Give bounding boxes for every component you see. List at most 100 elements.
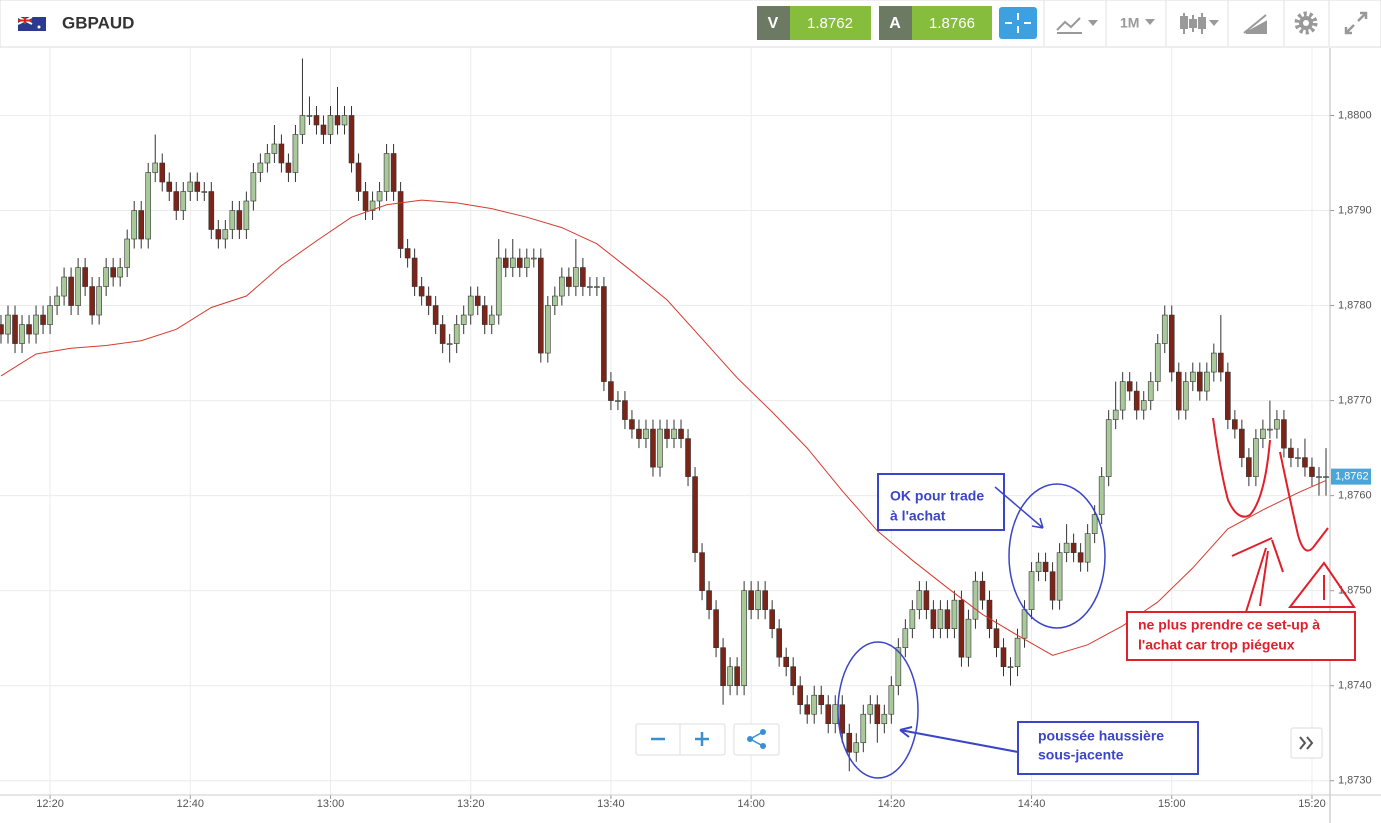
candle-body (1140, 400, 1147, 411)
annotation-box (1126, 611, 1356, 661)
candle-body (1197, 371, 1203, 392)
crosshair-button[interactable] (999, 7, 1037, 39)
candle-body (720, 647, 726, 687)
highlight-ellipse (837, 641, 919, 779)
scroll-end-button[interactable] (1290, 727, 1323, 759)
candle-body (986, 599, 993, 629)
collapse-icon[interactable] (1344, 11, 1368, 35)
draw-icon[interactable] (1243, 14, 1267, 34)
buy-button[interactable] (879, 6, 912, 40)
candle-body (75, 267, 81, 306)
candle-body (650, 428, 656, 468)
dropdown-arrow[interactable] (1145, 19, 1155, 25)
candle-body (453, 324, 460, 344)
candle-body (327, 115, 334, 135)
annotation-arrow (994, 486, 1044, 529)
candle-body (825, 704, 832, 725)
annotation-arrow (899, 726, 1019, 753)
buy-label: A (889, 15, 901, 32)
dropdown-arrow[interactable] (1209, 20, 1219, 26)
candle-body (1021, 609, 1028, 639)
annotation-text: OK pour trade (890, 488, 984, 504)
candle-body (145, 172, 152, 240)
candle-body (292, 134, 299, 173)
candle-body (1168, 314, 1175, 373)
annotation-text: ne plus prendre ce set-up à (1138, 617, 1320, 633)
settings-icon[interactable] (1294, 11, 1318, 35)
y-tick-label: 1,8750 (1338, 585, 1372, 597)
candle-body (383, 153, 390, 192)
candle-body (26, 324, 32, 335)
candle-body (1098, 476, 1105, 515)
candle-icon[interactable] (1180, 13, 1206, 34)
timeframe[interactable]: 1M (1120, 15, 1139, 31)
candle-body (1028, 571, 1035, 610)
candle-body (860, 713, 867, 744)
candle-body (222, 229, 229, 240)
candle-body (699, 552, 705, 591)
candle-body (1295, 457, 1301, 459)
candle-body (804, 704, 811, 715)
sell-button[interactable] (757, 6, 790, 40)
share-icon (747, 729, 766, 749)
candle-body (965, 618, 972, 658)
candle-body (19, 324, 25, 344)
candle-body (299, 115, 306, 135)
candle-body (488, 314, 495, 325)
moving-average-line (0, 199, 1327, 656)
y-tick-label: 1,8740 (1338, 680, 1372, 692)
y-tick-label: 1,8780 (1338, 299, 1372, 311)
x-tick-label: 13:00 (317, 798, 345, 810)
candle-body (1211, 352, 1217, 373)
candle-body (61, 276, 67, 297)
candle-body (580, 267, 586, 287)
candle-body (159, 162, 166, 183)
buy-price: 1.8766 (929, 15, 975, 32)
candle-body (334, 115, 341, 126)
sell-price: 1.8762 (807, 15, 853, 32)
x-tick-label: 13:20 (457, 798, 485, 810)
buy-price-button[interactable] (912, 6, 992, 40)
candle-body (313, 115, 320, 126)
candle-body (82, 267, 88, 287)
candle-body (1204, 371, 1210, 392)
candle-body (1126, 381, 1133, 392)
candle-body (559, 276, 565, 297)
x-tick-label: 12:20 (36, 798, 64, 810)
y-tick-label: 1,8770 (1338, 394, 1372, 406)
candle-body (495, 257, 502, 316)
header: GBPAUD V 1.8762 A 1.8766 1M (0, 0, 1381, 48)
candle-body (1274, 419, 1280, 430)
sell-price-button[interactable] (790, 6, 871, 40)
candle-body (278, 143, 285, 164)
candle-body (944, 609, 951, 629)
hand-drawn-marks (1212, 417, 1356, 613)
candle-body (846, 732, 853, 753)
annotation-text: l'achat car trop piégeux (1138, 637, 1295, 653)
candle-body (601, 286, 607, 382)
symbol: GBPAUD (62, 13, 134, 32)
candle-body (657, 428, 663, 468)
candle-body (243, 200, 250, 230)
candle-body (895, 647, 902, 687)
candle-body (229, 210, 236, 230)
last-price-label: 1,8762 (1335, 471, 1369, 483)
candle-body (201, 191, 208, 193)
chart-type-icon[interactable] (1056, 17, 1082, 34)
candle-body (439, 324, 446, 344)
candle-body (89, 286, 95, 316)
candle-body (103, 267, 109, 287)
candle-body (538, 257, 544, 354)
annotation-text: sous-jacente (1038, 747, 1124, 763)
share-button[interactable] (733, 723, 780, 756)
dropdown-arrow[interactable] (1088, 20, 1098, 26)
zoom-in[interactable] (695, 732, 709, 746)
candle-body (741, 590, 747, 687)
candle-body (425, 295, 432, 306)
candle-body (762, 590, 768, 610)
candle-body (1147, 381, 1154, 401)
candle-body (958, 599, 965, 658)
annotations: OK pour trade à l'achat poussée haussièr… (837, 417, 1356, 779)
candle-body (727, 666, 733, 687)
candle-body (853, 742, 860, 753)
